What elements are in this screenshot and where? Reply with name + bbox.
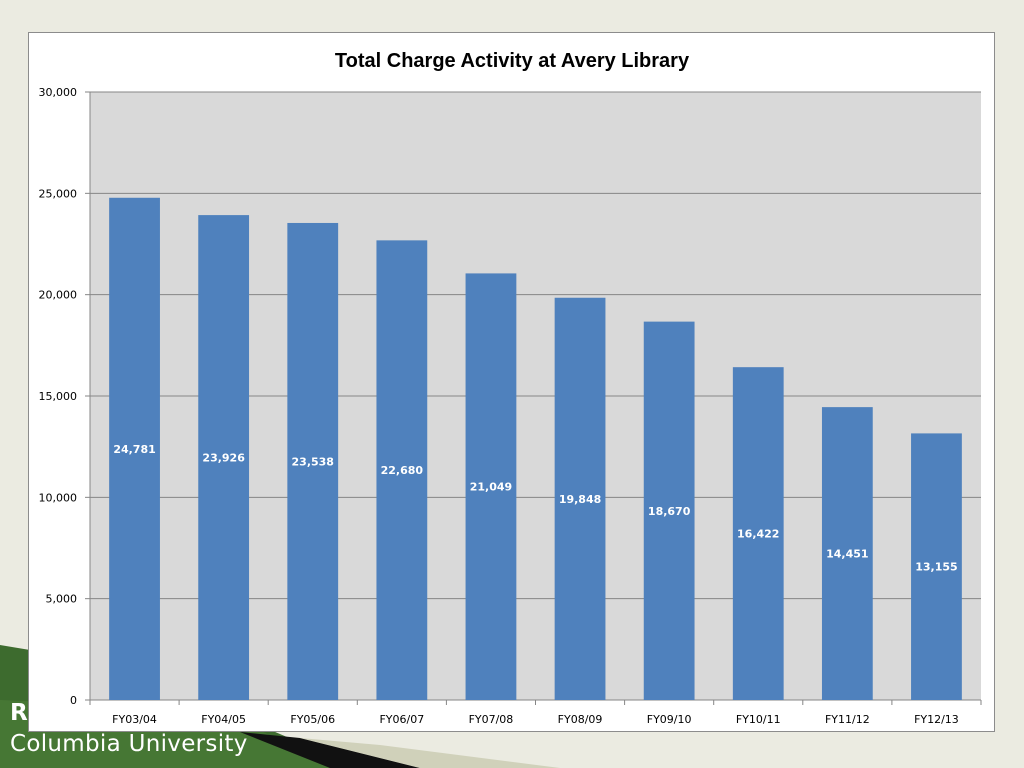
- y-tick-label: 10,000: [39, 491, 78, 504]
- bar: [465, 273, 517, 700]
- bar-chart: Total Charge Activity at Avery Library 0…: [39, 50, 982, 726]
- chart-title: Total Charge Activity at Avery Library: [335, 50, 690, 72]
- y-tick-label: 0: [70, 694, 77, 707]
- bar-data-label: 23,926: [202, 452, 245, 465]
- bar-data-label: 23,538: [292, 455, 334, 468]
- bar: [911, 433, 962, 700]
- y-tick-label: 5,000: [46, 593, 78, 606]
- bar-data-label: 18,670: [648, 505, 691, 518]
- x-tick-label: FY10/11: [736, 713, 781, 726]
- x-tick-label: FY09/10: [647, 713, 692, 726]
- y-tick-label: 20,000: [39, 289, 78, 302]
- bar: [376, 240, 428, 701]
- bar: [287, 222, 339, 700]
- x-tick-label: FY11/12: [825, 713, 870, 726]
- bar-data-label: 22,680: [381, 464, 424, 477]
- x-tick-label: FY05/06: [290, 713, 335, 726]
- y-tick-label: 25,000: [39, 187, 78, 200]
- footer-dark-band: [240, 732, 420, 768]
- footer-university-name: Columbia University: [10, 731, 248, 757]
- footer-organization-initial: R: [10, 700, 28, 726]
- data-labels: 24,781 23,926 23,538 22,680 21,049 19,848 18,6…: [113, 443, 957, 574]
- x-tick-label: FY04/05: [201, 713, 246, 726]
- x-tick-label: FY03/04: [112, 713, 157, 726]
- x-tick-label: FY07/08: [469, 713, 514, 726]
- x-tick-label: FY08/09: [558, 713, 603, 726]
- y-tick-label: 15,000: [39, 390, 78, 403]
- bar: [732, 367, 784, 700]
- y-tick-label: 30,000: [39, 86, 78, 99]
- bar-data-label: 19,848: [559, 493, 601, 506]
- bar: [198, 215, 250, 700]
- bar: [109, 197, 160, 700]
- bar: [643, 321, 695, 700]
- bar-data-label: 24,781: [113, 443, 155, 456]
- x-tick-label: FY12/13: [914, 713, 959, 726]
- bar-data-label: 16,422: [737, 528, 779, 541]
- x-tick-label: FY06/07: [379, 713, 424, 726]
- bar-data-label: 14,451: [826, 548, 868, 561]
- bar: [554, 297, 606, 700]
- axes: 0 5,000 10,000 15,000 20,000 25,000 30,000 FY03…: [39, 86, 982, 726]
- footer-beige-band: [300, 738, 560, 768]
- bar-data-label: 13,155: [915, 561, 957, 574]
- bar: [821, 407, 873, 700]
- bars: [109, 197, 962, 701]
- bar-data-label: 21,049: [470, 481, 512, 494]
- chart-frame: Total Charge Activity at Avery Library 0…: [28, 32, 995, 732]
